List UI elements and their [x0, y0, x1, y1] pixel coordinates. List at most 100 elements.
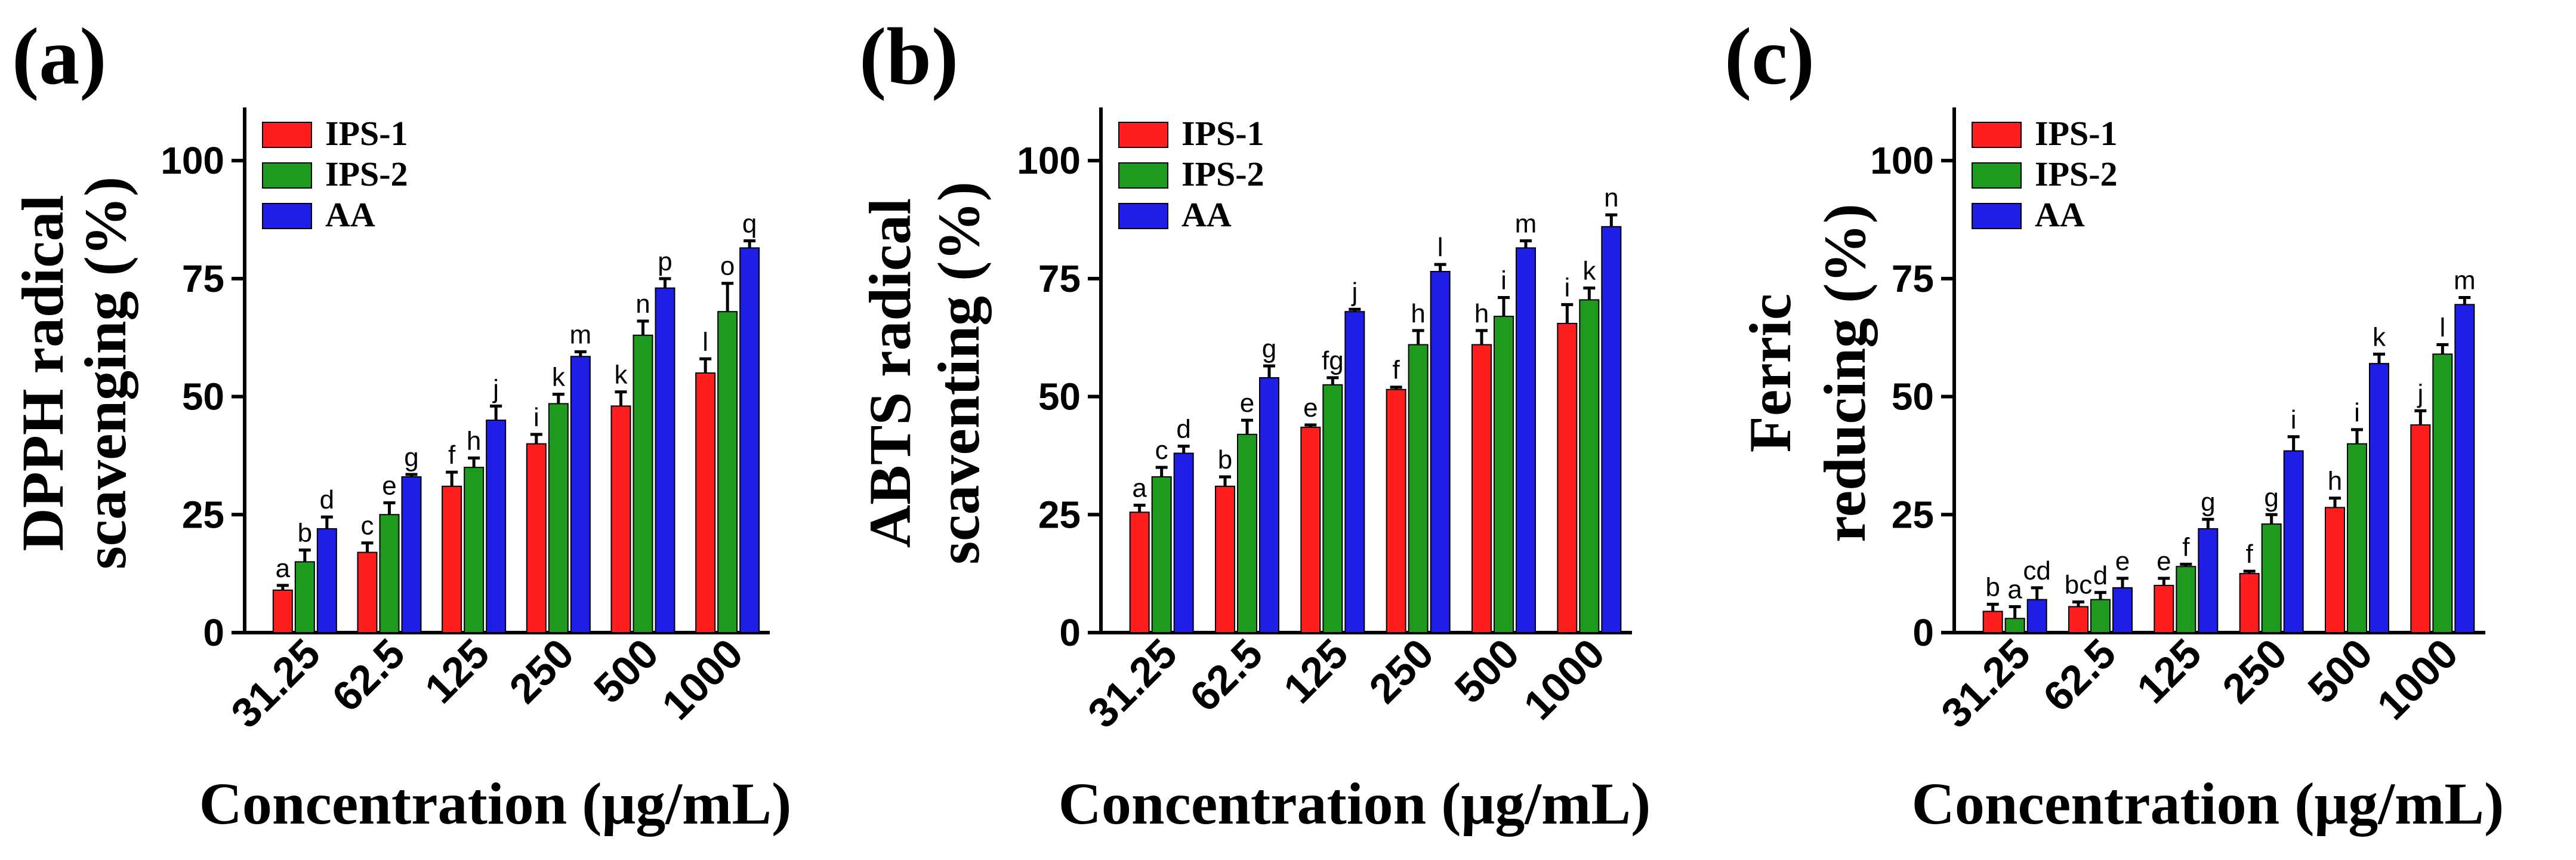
x-tick-label: 250 — [2214, 630, 2296, 712]
bar-ips-2-500 — [1494, 316, 1514, 633]
legend-label: IPS-1 — [1181, 114, 1264, 153]
significance-letter: i — [2291, 405, 2297, 434]
bar-aa-62.5 — [2112, 587, 2133, 634]
bar-ips-2-125 — [464, 467, 485, 633]
legend-label: AA — [2035, 195, 2085, 234]
significance-letter: a — [2007, 575, 2022, 605]
bar-ips-1-62.5 — [2068, 606, 2088, 633]
bar-aa-62.5 — [1259, 377, 1279, 634]
bar-aa-125 — [1344, 311, 1365, 633]
x-tick-label: 62.5 — [323, 630, 414, 720]
panel-label: (a) — [12, 12, 107, 101]
bar-ips-1-1000 — [695, 372, 716, 633]
bar-aa-31.25 — [2026, 599, 2047, 633]
bar-ips-2-500 — [633, 334, 653, 634]
bar-ips-2-31.25 — [294, 561, 315, 634]
significance-letter: i — [1564, 273, 1570, 302]
y-axis-label: scavenging (%) — [72, 177, 138, 569]
significance-letter: g — [2264, 483, 2278, 512]
bar-ips-1-500 — [610, 405, 631, 633]
x-tick-label: 125 — [416, 630, 498, 712]
bar-aa-250 — [570, 356, 591, 633]
y-tick-label: 75 — [1038, 257, 1081, 300]
bar-ips-1-31.25 — [1982, 611, 2003, 633]
legend-label: AA — [1181, 195, 1232, 234]
x-tick-label: 1000 — [2368, 630, 2467, 728]
bar-ips-1-1000 — [2410, 424, 2431, 633]
bar-aa-62.5 — [401, 476, 422, 633]
bar-ips-2-62.5 — [379, 514, 400, 633]
significance-letter: cd — [2023, 556, 2050, 585]
significance-letter: l — [702, 327, 708, 356]
bar-ips-1-250 — [1386, 389, 1406, 633]
x-tick-label: 250 — [501, 630, 583, 712]
bar-ips-1-1000 — [1557, 322, 1578, 633]
bar-aa-1000 — [1601, 226, 1622, 633]
significance-letter: o — [720, 252, 735, 281]
significance-letter: i — [1501, 266, 1507, 295]
significance-letter: h — [2328, 467, 2342, 496]
legend-swatch-ips-2 — [1118, 162, 1168, 189]
y-tick-label: 100 — [1870, 139, 1934, 182]
significance-letter: fg — [1322, 346, 1344, 375]
significance-letter: e — [1303, 393, 1318, 423]
legend-swatch-aa — [1118, 203, 1168, 229]
bar-ips-2-62.5 — [1237, 433, 1257, 633]
bar-ips-2-62.5 — [2090, 599, 2111, 633]
significance-letter: n — [635, 289, 650, 319]
bar-ips-2-250 — [548, 403, 569, 634]
significance-letter: c — [361, 511, 374, 541]
bar-aa-500 — [2369, 363, 2389, 633]
legend-label: IPS-1 — [2035, 114, 2118, 153]
x-tick-label: 1000 — [1515, 630, 1614, 728]
bar-ips-1-500 — [2325, 507, 2345, 634]
significance-letter: f — [1393, 356, 1400, 385]
y-axis-label: Ferric — [1737, 294, 1803, 452]
legend-label: IPS-2 — [2035, 155, 2118, 193]
legend-swatch-ips-2 — [262, 162, 312, 189]
bar-ips-1-250 — [526, 443, 547, 633]
significance-letter: f — [2182, 532, 2190, 562]
bar-ips-2-31.25 — [2004, 618, 2025, 633]
bar-aa-31.25 — [316, 528, 337, 633]
significance-letter: g — [2201, 488, 2215, 517]
y-tick-label: 50 — [1038, 375, 1081, 418]
chart-panel-2: (b) ABTS radical scaventing (%) 0 25 50 75 100 a… — [857, 12, 1651, 837]
legend-label: IPS-2 — [325, 155, 408, 193]
significance-letter: j — [1350, 278, 1358, 307]
significance-letter: l — [1437, 233, 1443, 262]
bar-aa-250 — [2283, 450, 2304, 633]
legend-swatch-ips-1 — [1118, 122, 1168, 148]
chart-panel-3: (c) Ferric reducing (%) 0 25 50 75 100 b acd 31.25… — [1724, 12, 2504, 837]
bar-aa-500 — [655, 287, 675, 633]
bar-ips-1-62.5 — [357, 551, 378, 634]
x-tick-label: 125 — [1275, 630, 1357, 712]
x-tick-label: 250 — [1361, 630, 1443, 712]
x-axis-label: Concentration (μg/mL) — [1912, 770, 2504, 837]
significance-letter: c — [1155, 436, 1168, 465]
bar-aa-125 — [486, 420, 507, 633]
y-tick-label: 100 — [161, 139, 224, 182]
significance-letter: b — [298, 519, 312, 548]
bar-ips-2-1000 — [717, 311, 738, 633]
x-tick-label: 62.5 — [1181, 630, 1271, 720]
bar-ips-2-1000 — [2432, 353, 2453, 633]
significance-letter: j — [2416, 379, 2423, 408]
y-axis-label: DPPH radical — [10, 195, 76, 551]
y-tick-label: 0 — [203, 611, 224, 654]
significance-letter: e — [382, 471, 396, 501]
significance-letter: q — [742, 209, 757, 239]
significance-letter: h — [1411, 299, 1425, 328]
y-tick-label: 75 — [182, 257, 224, 300]
bar-ips-2-250 — [2261, 523, 2282, 633]
significance-letter: f — [2246, 540, 2254, 569]
significance-letter: k — [1582, 257, 1596, 286]
significance-letter: a — [276, 554, 291, 583]
bar-ips-2-1000 — [1579, 299, 1600, 633]
bar-ips-1-31.25 — [272, 589, 293, 633]
panel-label: (b) — [859, 12, 958, 101]
significance-letter: b — [1985, 573, 2000, 602]
legend-swatch-aa — [1972, 203, 2022, 229]
y-tick-label: 100 — [1017, 139, 1081, 182]
